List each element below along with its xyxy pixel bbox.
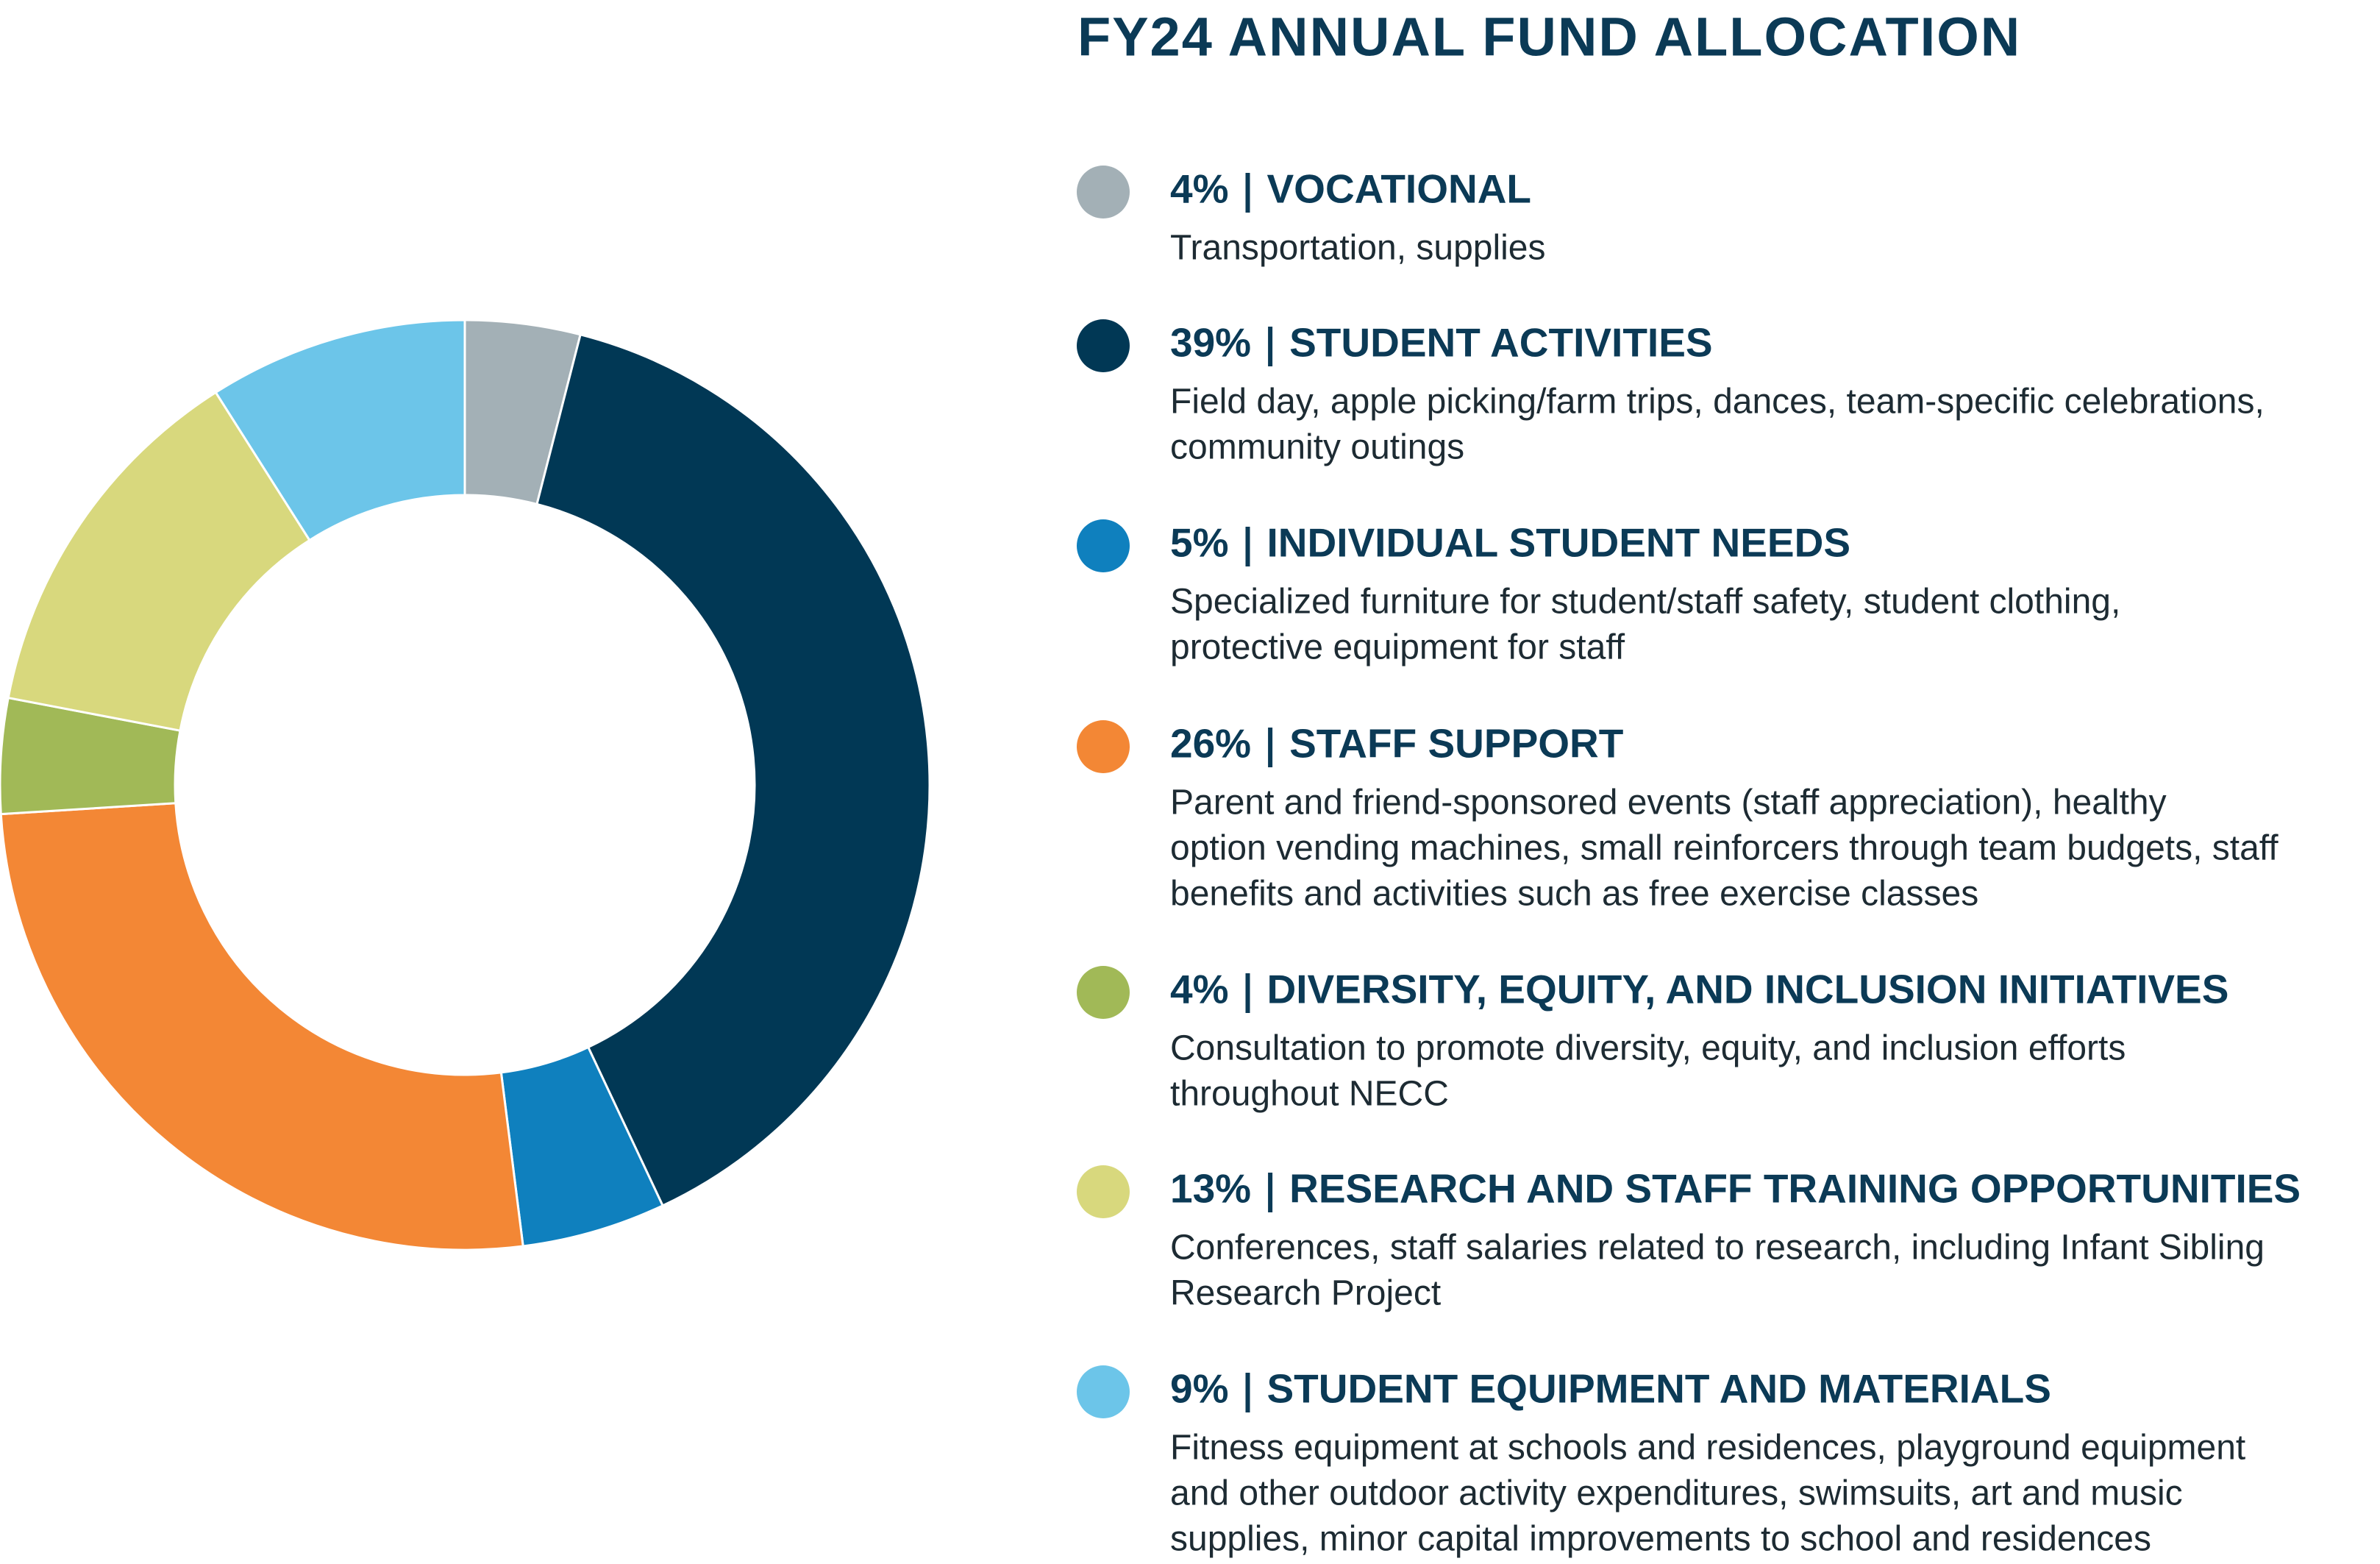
legend-swatch (1077, 966, 1130, 1019)
legend-label: RESEARCH AND STAFF TRAINING OPPORTUNITIE… (1289, 1166, 2301, 1212)
legend-swatch (1077, 319, 1130, 372)
legend-description: throughout NECC (1170, 1075, 1449, 1114)
donut-slice (214, 319, 466, 542)
legend-swatch (1077, 519, 1130, 572)
legend-description: Consultation to promote diversity, equit… (1170, 1029, 2126, 1068)
legend-description: community outings (1170, 428, 1464, 467)
legend-description: Research Project (1170, 1274, 1441, 1313)
legend-description: Parent and friend-sponsored events (staf… (1170, 783, 2167, 822)
legend-label: STAFF SUPPORT (1289, 721, 1623, 767)
chart-title: FY24 ANNUAL FUND ALLOCATION (1077, 7, 2021, 68)
legend-swatch (1077, 720, 1130, 773)
donut-slice (7, 391, 311, 732)
legend-description: benefits and activities such as free exe… (1170, 875, 1978, 914)
legend-label: STUDENT ACTIVITIES (1289, 320, 1713, 366)
legend-description: option vending machines, small reinforce… (1170, 829, 2279, 868)
donut-slice (0, 802, 524, 1251)
legend-value-label: 5% (1170, 520, 1229, 566)
legend-description: and other outdoor activity expenditures,… (1170, 1474, 2183, 1513)
legend-description: Transportation, supplies (1170, 229, 1546, 268)
legend-value-label: 26% (1170, 721, 1251, 767)
legend-value-label: 4% (1170, 166, 1229, 212)
legend-swatch (1077, 1165, 1130, 1218)
legend-label: VOCATIONAL (1267, 166, 1532, 212)
legend-description: Specialized furniture for student/staff … (1170, 583, 2120, 622)
legend-value-label: 9% (1170, 1366, 1229, 1412)
legend-description: Field day, apple picking/farm trips, dan… (1170, 383, 2265, 422)
legend-label: STUDENT EQUIPMENT AND MATERIALS (1267, 1366, 2051, 1412)
legend-label: DIVERSITY, EQUITY, AND INCLUSION INITIAT… (1267, 967, 2229, 1012)
donut-slice (535, 333, 931, 1207)
legend-value-label: 13% (1170, 1166, 1251, 1212)
legend-description: supplies, minor capital improvements to … (1170, 1520, 2151, 1559)
legend-description: Conferences, staff salaries related to r… (1170, 1229, 2265, 1268)
legend-swatch (1077, 1365, 1130, 1418)
legend-description: protective equipment for staff (1170, 628, 1625, 667)
legend-label: INDIVIDUAL STUDENT NEEDS (1267, 520, 1851, 566)
legend-value-label: 39% (1170, 320, 1251, 366)
legend-value-label: 4% (1170, 967, 1229, 1012)
legend-description: Fitness equipment at schools and residen… (1170, 1429, 2245, 1468)
legend-swatch (1077, 166, 1130, 218)
